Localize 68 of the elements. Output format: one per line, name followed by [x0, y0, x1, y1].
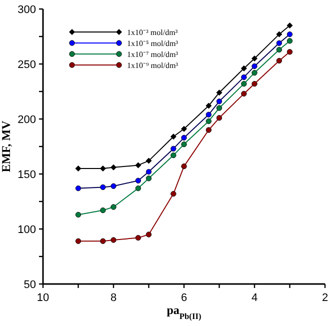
point: [181, 141, 187, 148]
point: [135, 234, 142, 241]
point: [286, 38, 293, 44]
point: [170, 134, 176, 140]
point: [110, 183, 116, 189]
point: [146, 232, 152, 238]
point: [135, 162, 142, 168]
y-tick-label: 50: [24, 278, 36, 291]
point: [252, 63, 258, 70]
point: [110, 164, 116, 170]
point: [110, 204, 116, 210]
point: [216, 115, 222, 121]
point: [276, 58, 282, 64]
point: [252, 70, 258, 76]
point: [206, 118, 212, 124]
point: [170, 152, 176, 158]
point: [241, 80, 247, 87]
point: [75, 238, 82, 244]
x-tick-label: 10: [36, 292, 50, 304]
point: [181, 163, 187, 170]
point: [276, 31, 282, 38]
y-tick-label: 300: [18, 4, 36, 16]
point: [181, 134, 187, 141]
y-tick-label: 150: [18, 168, 36, 181]
x-axis-title: pa$_{Pb(II)}$: [166, 303, 202, 320]
point: [170, 190, 176, 197]
x-tick-label: 2: [322, 292, 328, 304]
x-tick-label: 4: [251, 292, 258, 304]
point: [100, 238, 106, 244]
point: [75, 166, 82, 172]
point: [216, 98, 222, 104]
y-axis-title: EMF, MV: [0, 120, 13, 172]
legend-label: 1x10⁻³ mol/dm³: [127, 28, 178, 37]
legend-label: 1x10⁻⁵ mol/dm³: [127, 38, 179, 48]
legend-label: 1x10⁻⁹ mol/dm³: [127, 60, 179, 70]
point: [146, 158, 152, 164]
point: [286, 49, 293, 55]
point: [276, 46, 282, 53]
point: [206, 102, 212, 109]
point: [100, 184, 106, 190]
point: [146, 168, 152, 175]
point: [241, 74, 247, 80]
point: [216, 90, 222, 96]
y-tick-label: 100: [18, 224, 36, 236]
point: [252, 80, 258, 87]
x-tick-label: 6: [180, 292, 188, 304]
y-tick-label: 200: [18, 114, 36, 126]
point: [240, 65, 247, 72]
point: [75, 212, 82, 218]
point: [135, 185, 142, 192]
legend-label: 1x10⁻⁷ mol/dm³: [127, 50, 179, 59]
point: [100, 207, 106, 214]
point: [286, 22, 293, 28]
point: [170, 146, 176, 152]
y-tick-label: 250: [18, 58, 36, 71]
point: [286, 31, 293, 38]
point: [216, 105, 222, 111]
point: [146, 176, 152, 182]
point: [241, 90, 247, 97]
point: [75, 185, 82, 192]
x-tick-label: 8: [110, 292, 117, 304]
point: [206, 112, 212, 118]
point: [135, 178, 142, 184]
point: [181, 126, 187, 132]
point: [252, 56, 258, 62]
point: [276, 40, 282, 46]
point: [206, 127, 212, 133]
point: [110, 237, 116, 243]
